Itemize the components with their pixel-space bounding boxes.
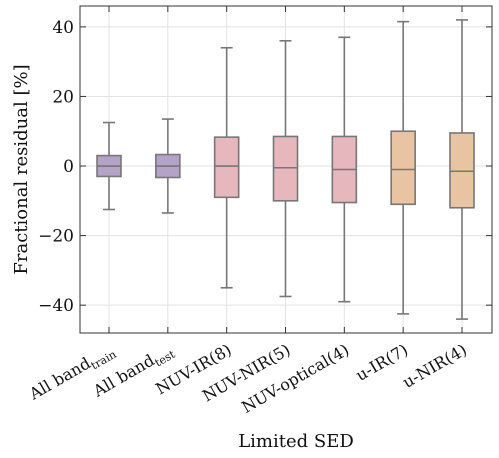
y-tick-label: −40	[38, 296, 74, 316]
x-tick-label-main: All band	[25, 353, 94, 404]
box-group	[390, 20, 416, 315]
x-tick-label-subscript: test	[153, 348, 178, 370]
y-tick-label: −20	[38, 227, 74, 247]
y-tick-label: 20	[52, 87, 74, 107]
y-tick-label: 0	[63, 157, 74, 177]
box-group	[449, 19, 475, 320]
y-axis-title: Fractional residual [%]	[11, 64, 32, 274]
boxes-layer	[96, 19, 475, 320]
box-group	[331, 36, 358, 303]
x-tick-label-main: u-NIR(4)	[399, 340, 470, 392]
iqr-box	[390, 130, 416, 206]
box-group	[96, 121, 122, 211]
y-tick-label: 40	[52, 18, 74, 38]
iqr-box	[449, 132, 475, 209]
iqr-box	[213, 136, 240, 199]
box-group	[272, 39, 299, 298]
box-group	[155, 118, 181, 214]
x-tick-label: u-NIR(4)	[399, 340, 470, 392]
iqr-box	[272, 135, 299, 202]
x-tick-label-subscript: train	[89, 348, 119, 373]
x-axis-title: Limited SED	[238, 431, 354, 452]
y-axis: −40 −20 0 20 40	[38, 18, 492, 316]
box-group	[213, 46, 240, 289]
